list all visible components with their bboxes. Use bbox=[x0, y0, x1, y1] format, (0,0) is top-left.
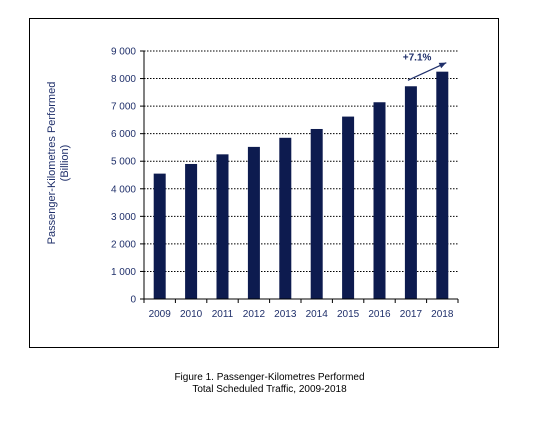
x-tick-label: 2012 bbox=[243, 309, 266, 320]
y-axis-label: Passenger-Kilometres Performed bbox=[46, 81, 58, 245]
bar-2014 bbox=[310, 128, 323, 299]
x-tick-label: 2009 bbox=[149, 309, 172, 320]
bar-2011 bbox=[216, 154, 229, 299]
x-tick-label: 2011 bbox=[212, 309, 234, 320]
y-axis-unit: (Billion) bbox=[59, 144, 71, 182]
y-tick-label: 8 000 bbox=[111, 74, 136, 85]
bar-2015 bbox=[342, 116, 355, 300]
growth-arrow-head bbox=[438, 62, 447, 69]
bar-2013 bbox=[279, 137, 292, 299]
x-tick-label: 2013 bbox=[274, 309, 297, 320]
bar-2017 bbox=[404, 86, 417, 299]
y-tick-label: 3 000 bbox=[111, 212, 136, 223]
x-tick-label: 2014 bbox=[306, 309, 329, 320]
chart-frame bbox=[29, 18, 499, 348]
y-tick-label: 5 000 bbox=[111, 157, 136, 168]
y-tick-label: 1 000 bbox=[111, 267, 136, 278]
x-tick-label: 2017 bbox=[400, 309, 423, 320]
growth-arrow-line bbox=[407, 62, 447, 81]
y-tick-label: 7 000 bbox=[111, 102, 136, 113]
x-tick-label: 2015 bbox=[337, 309, 360, 320]
figure-caption: Figure 1. Passenger-Kilometres Performed… bbox=[0, 372, 539, 396]
y-tick-label: 9 000 bbox=[111, 47, 136, 58]
y-tick-label: 6 000 bbox=[111, 129, 136, 140]
bar-2010 bbox=[185, 163, 198, 299]
bar-2018 bbox=[436, 71, 449, 300]
x-tick-label: 2016 bbox=[368, 309, 391, 320]
x-tick-label: 2018 bbox=[431, 309, 454, 320]
caption-title: Figure 1. Passenger-Kilometres Performed bbox=[174, 372, 365, 383]
y-tick-label: 2 000 bbox=[111, 239, 136, 250]
y-tick-label: 0 bbox=[130, 295, 136, 306]
y-axis-title: Passenger-Kilometres Performed (Billion) bbox=[46, 63, 72, 263]
growth-annotation-label: +7.1% bbox=[403, 53, 432, 64]
bar-2016 bbox=[373, 102, 386, 300]
caption-subtitle: Total Scheduled Traffic, 2009-2018 bbox=[192, 384, 347, 395]
y-tick-label: 4 000 bbox=[111, 184, 136, 195]
bar-2009 bbox=[153, 173, 166, 299]
bar-2012 bbox=[247, 146, 260, 299]
x-tick-label: 2010 bbox=[180, 309, 203, 320]
